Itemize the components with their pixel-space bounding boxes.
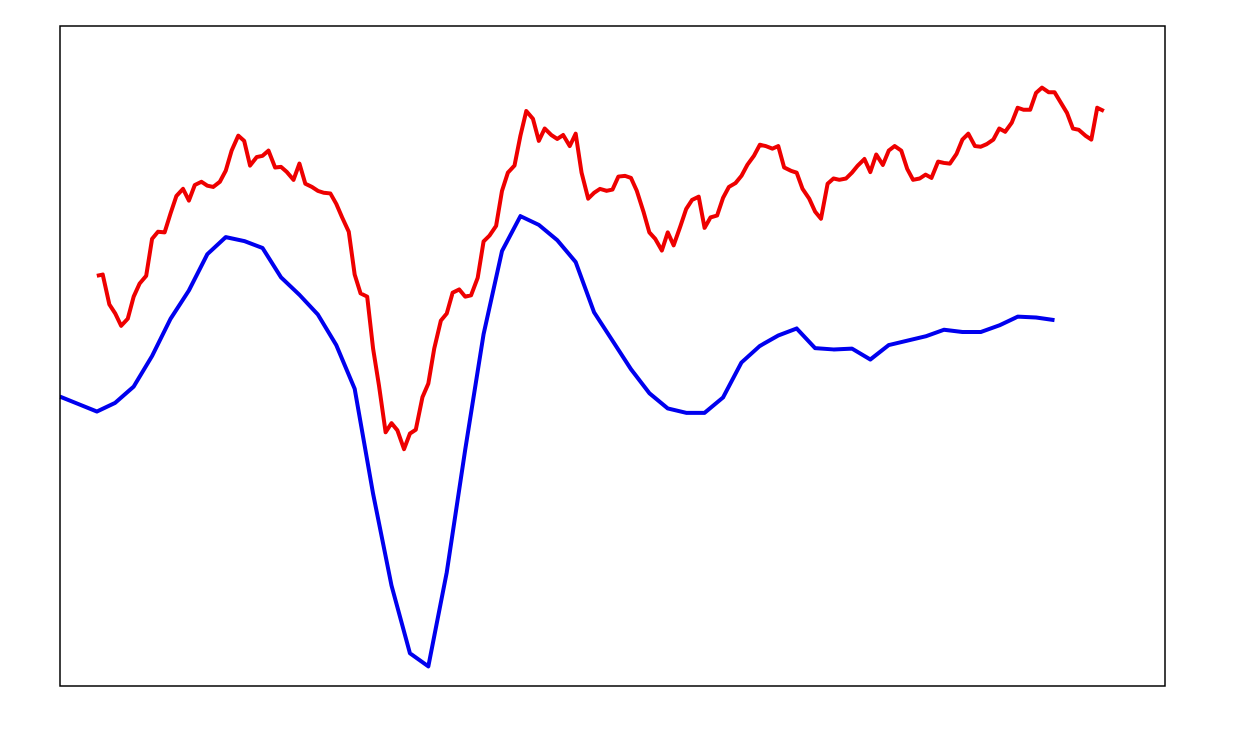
- lines: [59, 85, 1105, 669]
- plot-frame: [59, 25, 1166, 687]
- data-line: [96, 85, 1105, 452]
- data-line: [59, 214, 1055, 669]
